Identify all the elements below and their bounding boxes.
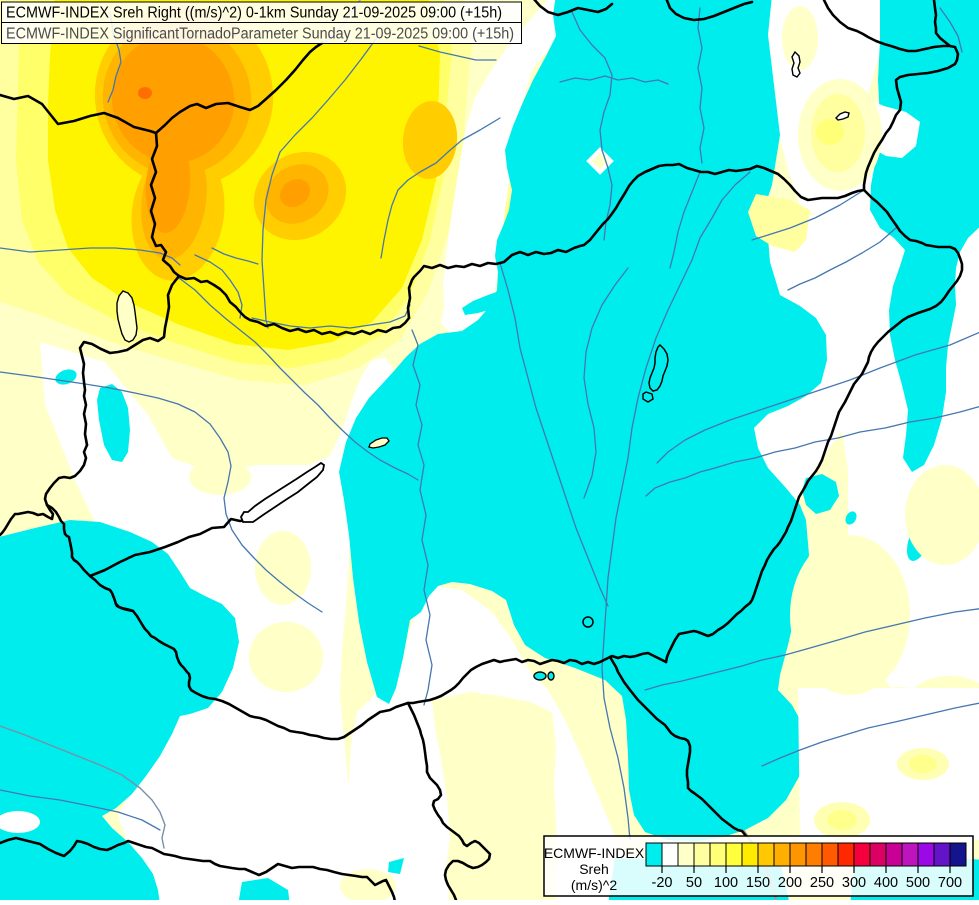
svg-text:ECMWF-INDEX: ECMWF-INDEX (544, 845, 645, 861)
svg-text:100: 100 (714, 875, 738, 891)
svg-text:500: 500 (906, 875, 930, 891)
svg-text:(m/s)^2: (m/s)^2 (571, 877, 617, 893)
svg-text:150: 150 (746, 875, 770, 891)
svg-text:300: 300 (842, 875, 866, 891)
svg-text:250: 250 (810, 875, 834, 891)
svg-text:ECMWF-INDEX Sreh Right ((m/s)^: ECMWF-INDEX Sreh Right ((m/s)^2) 0-1km S… (6, 5, 502, 22)
svg-text:50: 50 (686, 875, 702, 891)
svg-text:200: 200 (778, 875, 802, 891)
svg-text:-20: -20 (652, 875, 673, 891)
svg-text:ECMWF-INDEX SignificantTornado: ECMWF-INDEX SignificantTornadoParameter … (6, 26, 514, 43)
svg-text:400: 400 (874, 875, 898, 891)
svg-text:Sreh: Sreh (579, 861, 609, 877)
svg-text:700: 700 (938, 875, 962, 891)
